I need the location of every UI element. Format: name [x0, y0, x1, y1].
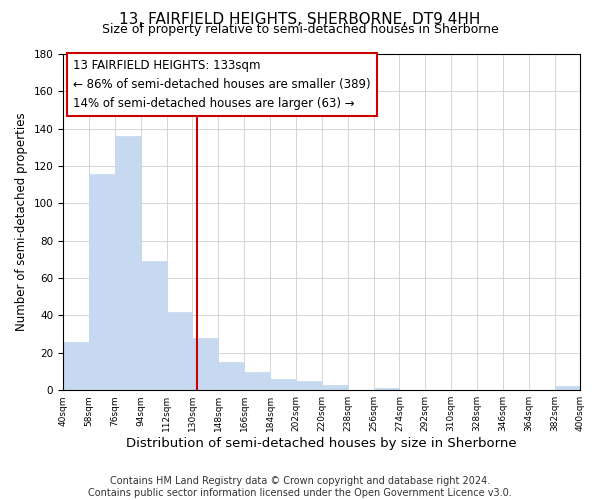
Bar	[218, 362, 244, 390]
Bar	[63, 342, 89, 390]
Bar	[374, 388, 400, 390]
Bar	[115, 136, 140, 390]
Bar	[244, 372, 270, 390]
Bar	[554, 386, 580, 390]
Bar	[322, 384, 347, 390]
Bar	[140, 262, 167, 390]
Bar	[270, 379, 296, 390]
Text: Contains HM Land Registry data © Crown copyright and database right 2024.
Contai: Contains HM Land Registry data © Crown c…	[88, 476, 512, 498]
Text: 13, FAIRFIELD HEIGHTS, SHERBORNE, DT9 4HH: 13, FAIRFIELD HEIGHTS, SHERBORNE, DT9 4H…	[119, 12, 481, 28]
Text: 13 FAIRFIELD HEIGHTS: 133sqm
← 86% of semi-detached houses are smaller (389)
14%: 13 FAIRFIELD HEIGHTS: 133sqm ← 86% of se…	[73, 59, 371, 110]
Bar	[193, 338, 218, 390]
X-axis label: Distribution of semi-detached houses by size in Sherborne: Distribution of semi-detached houses by …	[127, 437, 517, 450]
Text: Size of property relative to semi-detached houses in Sherborne: Size of property relative to semi-detach…	[101, 22, 499, 36]
Bar	[89, 174, 115, 390]
Bar	[296, 381, 322, 390]
Bar	[167, 312, 193, 390]
Y-axis label: Number of semi-detached properties: Number of semi-detached properties	[15, 113, 28, 332]
